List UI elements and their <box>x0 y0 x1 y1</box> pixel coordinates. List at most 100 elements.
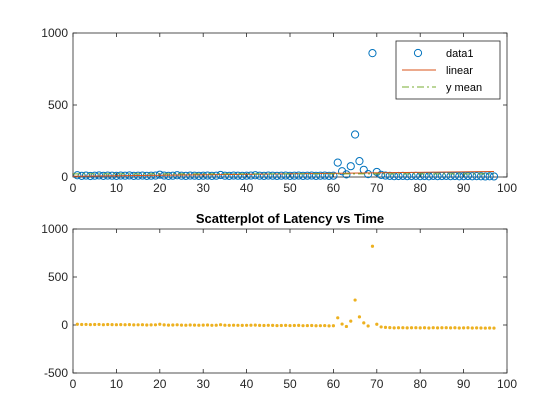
bottom-x-tick-label: 100 <box>497 377 517 391</box>
legend-label-y-mean: y mean <box>446 82 482 94</box>
bottom-data-point <box>414 326 418 330</box>
bottom-data-point <box>375 322 379 326</box>
bottom-data-point <box>492 326 496 330</box>
bottom-data-point <box>218 323 223 327</box>
bottom-data-point <box>431 326 435 330</box>
top-data-point <box>342 170 351 179</box>
bottom-data-point <box>440 326 444 330</box>
legend-label-linear: linear <box>446 65 473 77</box>
bottom-data-point <box>136 323 140 327</box>
top-data-point <box>285 171 295 180</box>
top-x-tick-label: 50 <box>283 181 297 195</box>
bottom-data-point <box>188 323 192 327</box>
bottom-data-point <box>327 324 331 328</box>
bottom-data-point <box>231 323 236 327</box>
bottom-data-point <box>101 323 105 327</box>
top-data-point <box>298 171 308 180</box>
top-data-point <box>220 171 229 180</box>
legend-swatch-data1 <box>413 48 423 58</box>
bottom-x-tick-label: 0 <box>70 377 77 391</box>
top-x-tick-label: 30 <box>197 181 211 195</box>
top-data-point <box>155 170 164 179</box>
bottom-data-point <box>88 323 92 327</box>
top-data-point <box>251 171 260 180</box>
bottom-y-tick-label: 500 <box>48 270 68 284</box>
top-data-point <box>264 171 273 180</box>
top-data-point <box>446 172 455 181</box>
bottom-data-point <box>483 326 487 330</box>
top-data-point <box>468 172 477 181</box>
bottom-data-point <box>388 325 392 330</box>
bottom-x-tick-label: 80 <box>414 377 428 391</box>
bottom-data-point <box>214 323 218 327</box>
top-data-point <box>381 171 390 180</box>
top-x-tick-label: 20 <box>153 181 167 195</box>
bottom-data-point <box>166 323 171 327</box>
bottom-data-point <box>379 325 383 329</box>
bottom-data-point <box>292 323 296 328</box>
bottom-data-point <box>401 326 405 330</box>
bottom-data-point <box>153 323 158 327</box>
top-axes: 0 10 20 30 40 50 60 70 80 90 10005001000data1linea… <box>41 26 517 195</box>
bottom-data-point <box>331 324 335 328</box>
bottom-data-point <box>418 326 422 330</box>
top-data-point <box>255 171 264 180</box>
top-y-tick-label: 1000 <box>41 26 68 40</box>
bottom-data-point <box>192 323 197 327</box>
bottom-data-point <box>344 324 349 329</box>
bottom-x-tick-label: 20 <box>153 377 167 391</box>
top-data-point <box>463 171 473 181</box>
bottom-data-point <box>266 323 270 327</box>
top-x-tick-label: 100 <box>497 181 517 195</box>
bottom-data-point <box>123 323 127 327</box>
top-data-point <box>238 171 247 180</box>
legend-label-data1: data1 <box>446 48 474 60</box>
top-data-point <box>351 130 360 139</box>
top-data-point <box>472 172 481 181</box>
top-data-point <box>281 171 290 180</box>
top-data-point <box>290 171 299 180</box>
top-data-point <box>303 171 312 180</box>
bottom-data-point <box>453 326 457 330</box>
top-y-tick-label: 0 <box>61 170 68 184</box>
bottom-data-point <box>236 323 240 327</box>
bottom-data-point <box>258 323 262 327</box>
top-data-point <box>294 171 303 180</box>
bottom-chart-title: Scatterplot of Latency vs Time <box>196 211 384 226</box>
bottom-data-point <box>162 323 166 327</box>
top-data-point <box>242 171 251 180</box>
bottom-data-point <box>323 323 327 328</box>
top-data-point <box>459 172 468 181</box>
bottom-data-point <box>179 323 184 327</box>
bottom-data-point <box>462 326 466 330</box>
top-data-point <box>199 171 208 180</box>
top-data-point <box>307 171 316 180</box>
top-x-tick-label: 70 <box>370 181 384 195</box>
bottom-data-point <box>210 323 214 327</box>
bottom-data-point <box>288 323 292 328</box>
top-data-point <box>329 171 338 180</box>
bottom-data-point <box>383 325 388 329</box>
top-data-point <box>181 171 190 180</box>
top-data-point <box>168 171 177 180</box>
top-data-point <box>94 171 104 180</box>
bottom-data-point <box>305 323 309 328</box>
bottom-data-point <box>349 319 353 323</box>
top-data-point <box>476 172 486 181</box>
bottom-data-point <box>466 326 470 330</box>
bottom-data-point <box>448 326 453 330</box>
top-x-tick-label: 60 <box>327 181 341 195</box>
bottom-data-point <box>427 326 431 330</box>
top-data-point <box>333 158 342 167</box>
top-data-point <box>194 171 203 180</box>
bottom-data-point <box>140 323 145 327</box>
top-data-point <box>225 171 234 180</box>
bottom-data-point <box>340 322 344 326</box>
bottom-y-tick-label: 1000 <box>41 222 68 236</box>
bottom-data-point <box>245 323 249 327</box>
top-x-tick-label: 90 <box>457 181 471 195</box>
bottom-data-point <box>284 323 288 327</box>
top-data-point <box>316 171 325 180</box>
top-data-point <box>481 172 490 181</box>
